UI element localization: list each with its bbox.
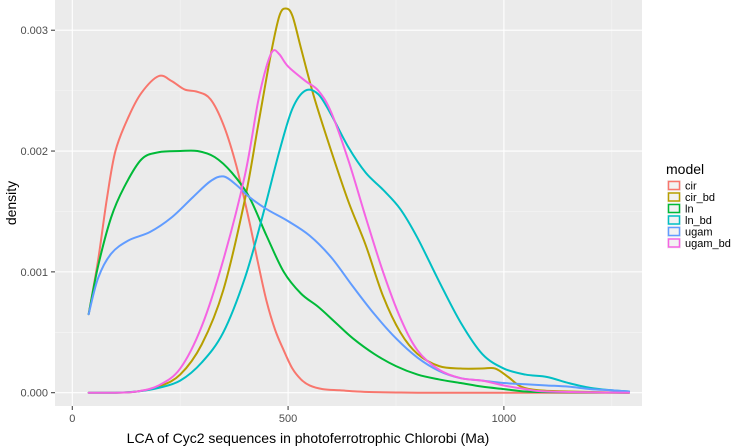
series-line-cir xyxy=(87,74,631,394)
series-line-ln-bd xyxy=(87,88,631,394)
legend-key-bg-ln xyxy=(667,203,681,214)
legend-label-ln: ln xyxy=(685,204,694,216)
y-tick-label: 0.003 xyxy=(20,25,48,37)
y-axis-title: density xyxy=(3,181,19,225)
legend-key-ln-bd xyxy=(667,215,681,225)
legend-label-ugam: ugam xyxy=(685,227,713,239)
legend-title: model xyxy=(666,161,704,177)
legend-key-bg-ugam-bd xyxy=(667,237,681,249)
series-line-cir-bd xyxy=(87,7,631,394)
legend-label-cir-bd: cir_bd xyxy=(685,192,715,204)
legend-key-ln xyxy=(667,203,681,214)
legend-label-ugam-bd: ugam_bd xyxy=(685,238,731,250)
legend-key-ugam-bd xyxy=(667,238,681,248)
legend-key-bg-ln-bd xyxy=(667,214,681,226)
y-tick-label: 0.000 xyxy=(20,388,48,400)
series-line-ln xyxy=(87,149,631,394)
axes: 0 500 1000 0.000 0.001 0.002 0.003 xyxy=(20,25,516,425)
legend-key-cir-bd xyxy=(667,192,681,202)
series-line-ugam xyxy=(87,175,631,393)
legend-key-bg-cir xyxy=(667,180,681,191)
legend-label-cir: cir xyxy=(685,181,697,193)
legend-label-ln-bd: ln_bd xyxy=(685,215,712,227)
series-line-ugam-bd xyxy=(87,49,631,394)
plot-area xyxy=(87,7,631,394)
legend-key-cir xyxy=(667,180,681,191)
y-tick-label: 0.001 xyxy=(20,267,48,279)
x-tick-label: 0 xyxy=(69,413,75,425)
x-axis-title: LCA of Cyc2 sequences in photoferrotroph… xyxy=(127,430,490,446)
legend-key-ugam xyxy=(667,226,681,237)
grid-lines xyxy=(55,0,642,406)
y-tick-label: 0.002 xyxy=(20,146,48,158)
legend-key-bg-cir-bd xyxy=(667,191,681,203)
legend-key-bg-ugam xyxy=(667,226,681,237)
x-tick-label: 1000 xyxy=(492,413,516,425)
x-tick-label: 500 xyxy=(279,413,297,425)
